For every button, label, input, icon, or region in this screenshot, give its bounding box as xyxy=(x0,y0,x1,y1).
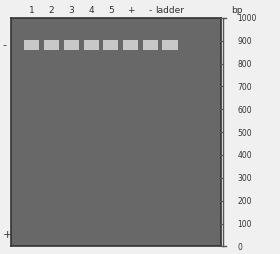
Text: 1: 1 xyxy=(29,6,35,15)
Text: -: - xyxy=(3,40,7,50)
Text: 4: 4 xyxy=(88,6,94,15)
Bar xyxy=(143,40,158,50)
Text: 3: 3 xyxy=(68,6,74,15)
Text: +: + xyxy=(127,6,134,15)
Bar xyxy=(24,40,39,50)
Bar xyxy=(83,40,99,50)
Text: 2: 2 xyxy=(49,6,54,15)
Text: -: - xyxy=(149,6,152,15)
Text: 5: 5 xyxy=(108,6,114,15)
Text: ladder: ladder xyxy=(155,6,185,15)
Bar xyxy=(103,40,118,50)
Bar xyxy=(64,40,79,50)
Text: +: + xyxy=(3,230,12,240)
Bar xyxy=(123,40,138,50)
Bar xyxy=(44,40,59,50)
Bar xyxy=(162,40,178,50)
Text: bp: bp xyxy=(231,6,242,15)
